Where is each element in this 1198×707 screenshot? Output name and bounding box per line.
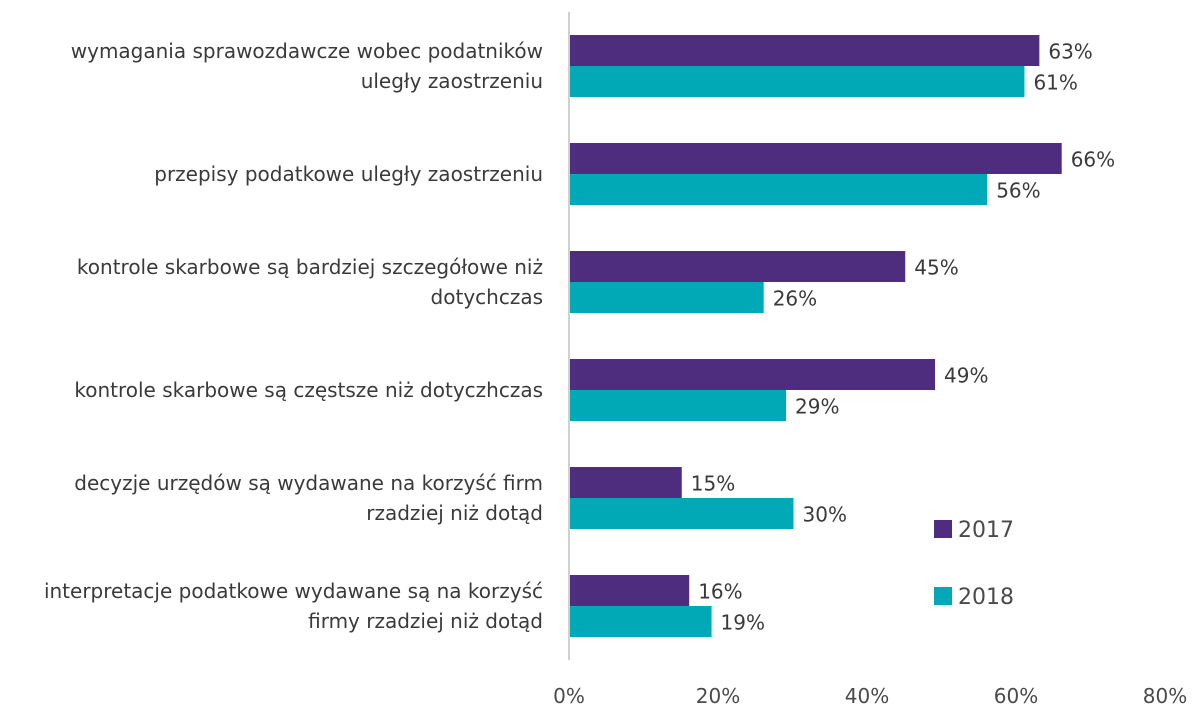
data-label-2017: 63% (1048, 40, 1092, 64)
legend-label-2017: 2017 (958, 518, 1014, 543)
legend: 2017 2018 (934, 518, 1014, 610)
data-label-2018: 19% (721, 611, 765, 635)
category-label: dotychczas (431, 285, 543, 309)
data-labels-group: 63% 61% 66% 56% 45% 26% 49% 29% 15% 30% 16% 19% (691, 40, 1115, 635)
x-tick-label: 80% (1143, 684, 1187, 707)
data-label-2017: 45% (914, 256, 958, 280)
category-label: firmy rzadziej niż dotąd (308, 609, 543, 633)
bars-group (570, 35, 1062, 637)
bar-2017 (570, 467, 682, 498)
bar-2018 (570, 66, 1025, 97)
category-label: rzadziej niż dotąd (366, 501, 543, 525)
bar-2017 (570, 251, 906, 282)
data-label-2018: 29% (795, 395, 839, 419)
bar-2018 (570, 174, 988, 205)
category-label: decyzje urzędów są wydawane na korzyść f… (74, 471, 543, 495)
legend-swatch-2017 (934, 520, 952, 538)
bar-2018 (570, 498, 794, 529)
legend-swatch-2018 (934, 587, 952, 605)
data-label-2018: 26% (773, 287, 817, 311)
bar-2017 (570, 35, 1040, 66)
bar-2018 (570, 282, 764, 313)
x-tick-label: 40% (845, 684, 889, 707)
bar-2017 (570, 143, 1062, 174)
bar-2018 (570, 390, 787, 421)
category-label: kontrole skarbowe są częstsze niż dotycz… (74, 378, 543, 402)
data-label-2018: 56% (996, 179, 1040, 203)
bar-2017 (570, 575, 690, 606)
data-label-2018: 30% (803, 503, 847, 527)
x-axis-ticks-group: 0% 20% 40% 60% 80% (553, 684, 1187, 707)
category-label: przepisy podatkowe uległy zaostrzeniu (154, 162, 543, 186)
data-label-2018: 61% (1033, 71, 1077, 95)
category-labels-group: wymagania sprawozdawcze wobec podatników… (44, 39, 543, 633)
category-label: kontrole skarbowe są bardziej szczegółow… (77, 255, 543, 279)
data-label-2017: 49% (944, 364, 988, 388)
data-label-2017: 16% (698, 580, 742, 604)
data-label-2017: 15% (691, 472, 735, 496)
category-label: interpretacje podatkowe wydawane są na k… (44, 579, 543, 603)
x-tick-label: 60% (994, 684, 1038, 707)
legend-label-2018: 2018 (958, 585, 1014, 610)
category-label: uległy zaostrzeniu (361, 69, 543, 93)
category-label: wymagania sprawozdawcze wobec podatników (71, 39, 543, 63)
data-label-2017: 66% (1071, 148, 1115, 172)
x-tick-label: 20% (696, 684, 740, 707)
bar-2018 (570, 606, 712, 637)
bar-2017 (570, 359, 936, 390)
x-tick-label: 0% (553, 684, 585, 707)
